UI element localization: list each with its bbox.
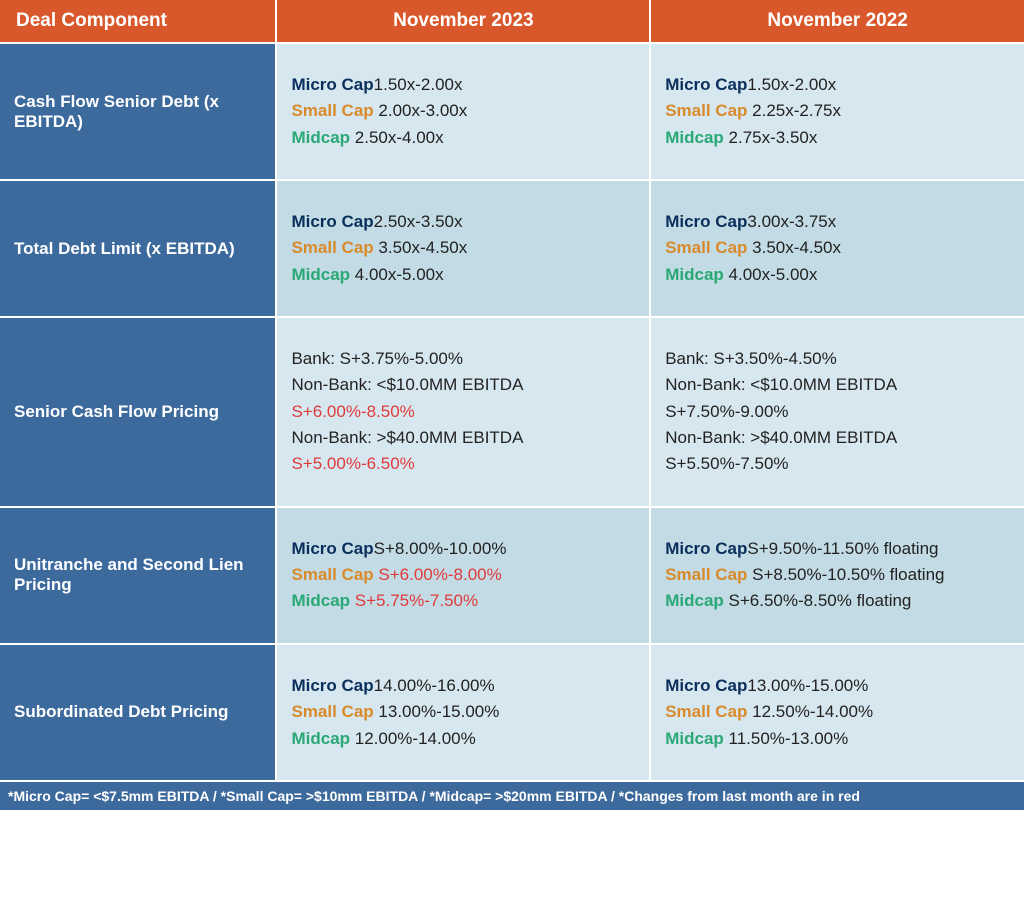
deal-component-label: Cash Flow Senior Debt (x EBITDA) (0, 43, 276, 180)
small-cap-label: Small Cap (665, 565, 747, 584)
small-cap-value: 2.25x-2.75x (752, 101, 841, 120)
micro-cap-label: Micro Cap (665, 676, 747, 695)
cell-current: Micro Cap2.50x-3.50x Small Cap 3.50x-4.5… (276, 180, 650, 317)
small-cap-value: S+8.50%-10.50% floating (752, 565, 944, 584)
pricing-line: Non-Bank: <$10.0MM EBITDA S+7.50%-9.00% (665, 375, 896, 420)
midcap-value: 2.75x-3.50x (729, 128, 818, 147)
micro-cap-value: S+8.00%-10.00% (374, 539, 507, 558)
micro-cap-value: 14.00%-16.00% (374, 676, 495, 695)
deal-component-label: Senior Cash Flow Pricing (0, 317, 276, 507)
header-period-current: November 2023 (276, 0, 650, 43)
pricing-line: Bank: S+3.50%-4.50% (665, 349, 837, 368)
micro-cap-value: S+9.50%-11.50% floating (747, 539, 938, 558)
micro-cap-label: Micro Cap (291, 212, 373, 231)
cell-prior: Micro Cap3.00x-3.75x Small Cap 3.50x-4.5… (650, 180, 1024, 317)
small-cap-label: Small Cap (291, 565, 373, 584)
micro-cap-value: 3.00x-3.75x (747, 212, 836, 231)
small-cap-value: 12.50%-14.00% (752, 702, 873, 721)
micro-cap-label: Micro Cap (665, 75, 747, 94)
cell-prior: Micro Cap1.50x-2.00x Small Cap 2.25x-2.7… (650, 43, 1024, 180)
small-cap-label: Small Cap (665, 238, 747, 257)
midcap-label: Midcap (291, 265, 350, 284)
cell-current: Micro Cap14.00%-16.00% Small Cap 13.00%-… (276, 644, 650, 780)
micro-cap-value: 1.50x-2.00x (747, 75, 836, 94)
midcap-label: Midcap (291, 128, 350, 147)
midcap-label: Midcap (665, 265, 724, 284)
small-cap-value: 3.50x-4.50x (378, 238, 467, 257)
table-row: Subordinated Debt Pricing Micro Cap14.00… (0, 644, 1024, 780)
small-cap-value: 13.00%-15.00% (378, 702, 499, 721)
table-footnote: *Micro Cap= <$7.5mm EBITDA / *Small Cap=… (0, 780, 1024, 810)
midcap-value: 11.50%-13.00% (729, 729, 849, 748)
small-cap-value: 3.50x-4.50x (752, 238, 841, 257)
cell-prior: Micro Cap13.00%-15.00% Small Cap 12.50%-… (650, 644, 1024, 780)
small-cap-value: S+6.00%-8.00% (378, 565, 501, 584)
table-header-row: Deal Component November 2023 November 20… (0, 0, 1024, 43)
table-row: Cash Flow Senior Debt (x EBITDA) Micro C… (0, 43, 1024, 180)
header-period-prior: November 2022 (650, 0, 1024, 43)
table-row: Total Debt Limit (x EBITDA) Micro Cap2.5… (0, 180, 1024, 317)
micro-cap-label: Micro Cap (291, 75, 373, 94)
changed-value: S+6.00%-8.50% (291, 402, 414, 421)
midcap-value: 4.00x-5.00x (355, 265, 444, 284)
table-row: Unitranche and Second Lien Pricing Micro… (0, 507, 1024, 644)
cell-prior: Micro CapS+9.50%-11.50% floating Small C… (650, 507, 1024, 644)
small-cap-label: Small Cap (665, 702, 747, 721)
pricing-line: Non-Bank: >$40.0MM EBITDA S+5.50%-7.50% (665, 428, 896, 473)
midcap-value: 2.50x-4.00x (355, 128, 444, 147)
small-cap-label: Small Cap (665, 101, 747, 120)
deal-metrics-table: Deal Component November 2023 November 20… (0, 0, 1024, 780)
micro-cap-value: 13.00%-15.00% (747, 676, 868, 695)
deal-component-label: Unitranche and Second Lien Pricing (0, 507, 276, 644)
deal-component-label: Subordinated Debt Pricing (0, 644, 276, 780)
changed-value: S+5.00%-6.50% (291, 454, 414, 473)
deal-component-label: Total Debt Limit (x EBITDA) (0, 180, 276, 317)
midcap-label: Midcap (291, 591, 350, 610)
small-cap-label: Small Cap (291, 702, 373, 721)
pricing-line: Non-Bank: >$40.0MM EBITDA (291, 428, 522, 447)
small-cap-label: Small Cap (291, 101, 373, 120)
midcap-value: 12.00%-14.00% (355, 729, 476, 748)
midcap-label: Midcap (665, 591, 724, 610)
small-cap-value: 2.00x-3.00x (378, 101, 467, 120)
micro-cap-label: Micro Cap (665, 212, 747, 231)
midcap-label: Midcap (291, 729, 350, 748)
midcap-value: S+6.50%-8.50% floating (729, 591, 912, 610)
midcap-label: Midcap (665, 128, 724, 147)
micro-cap-label: Micro Cap (665, 539, 747, 558)
table-row: Senior Cash Flow Pricing Bank: S+3.75%-5… (0, 317, 1024, 507)
pricing-line: Bank: S+3.75%-5.00% (291, 349, 463, 368)
cell-prior: Bank: S+3.50%-4.50% Non-Bank: <$10.0MM E… (650, 317, 1024, 507)
cell-current: Micro Cap1.50x-2.00x Small Cap 2.00x-3.0… (276, 43, 650, 180)
micro-cap-label: Micro Cap (291, 539, 373, 558)
small-cap-label: Small Cap (291, 238, 373, 257)
midcap-label: Midcap (665, 729, 724, 748)
cell-current: Micro CapS+8.00%-10.00% Small Cap S+6.00… (276, 507, 650, 644)
pricing-line: Non-Bank: <$10.0MM EBITDA (291, 375, 522, 394)
midcap-value: 4.00x-5.00x (729, 265, 818, 284)
micro-cap-value: 2.50x-3.50x (374, 212, 463, 231)
header-deal-component: Deal Component (0, 0, 276, 43)
micro-cap-label: Micro Cap (291, 676, 373, 695)
micro-cap-value: 1.50x-2.00x (374, 75, 463, 94)
midcap-value: S+5.75%-7.50% (355, 591, 478, 610)
cell-current: Bank: S+3.75%-5.00% Non-Bank: <$10.0MM E… (276, 317, 650, 507)
